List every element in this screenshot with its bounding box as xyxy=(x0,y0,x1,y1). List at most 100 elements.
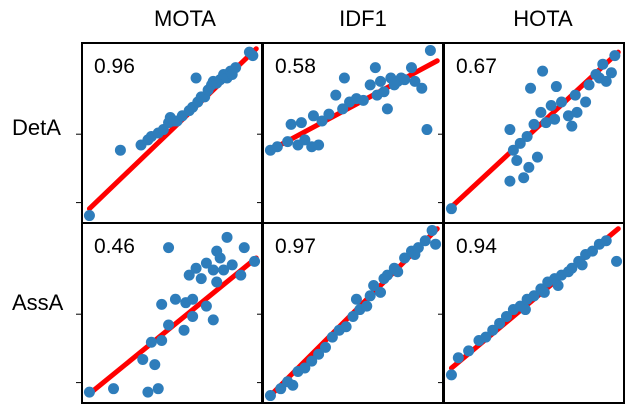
data-point-deta-hota-17 xyxy=(566,120,578,132)
data-point-assa-hota-13 xyxy=(538,286,550,298)
data-point-assa-hota-11 xyxy=(528,290,540,302)
data-point-deta-mota-29 xyxy=(190,72,202,84)
data-point-assa-hota-25 xyxy=(600,235,612,247)
data-point-deta-hota-26 xyxy=(605,67,617,79)
data-point-assa-mota-0 xyxy=(83,386,95,398)
data-point-assa-mota-12 xyxy=(187,293,199,305)
data-point-deta-hota-3 xyxy=(523,161,535,173)
correlation-label-deta-idf1: 0.58 xyxy=(275,55,316,78)
data-point-assa-idf1-1 xyxy=(275,383,287,395)
data-point-assa-hota-5 xyxy=(487,324,499,336)
data-point-deta-hota-10 xyxy=(528,118,540,130)
data-point-deta-hota-16 xyxy=(562,110,574,122)
data-point-assa-mota-28 xyxy=(163,242,175,254)
data-point-assa-hota-2 xyxy=(463,345,475,357)
data-point-assa-mota-22 xyxy=(235,269,247,281)
data-point-assa-mota-19 xyxy=(214,252,226,264)
data-point-assa-mota-16 xyxy=(200,257,212,269)
column-label-hota: HOTA xyxy=(513,6,573,31)
data-point-deta-hota-1 xyxy=(504,175,516,187)
data-point-deta-mota-28 xyxy=(247,50,259,62)
data-point-deta-idf1-1 xyxy=(271,141,283,153)
data-point-deta-idf1-17 xyxy=(364,79,376,91)
data-point-assa-idf1-25 xyxy=(412,242,424,254)
data-point-deta-idf1-28 xyxy=(409,75,421,87)
data-point-deta-hota-19 xyxy=(580,96,592,108)
data-point-assa-idf1-8 xyxy=(319,341,331,353)
data-point-assa-mota-7 xyxy=(156,335,168,347)
data-point-deta-hota-2 xyxy=(518,172,530,184)
data-point-deta-idf1-29 xyxy=(416,82,428,94)
data-point-assa-hota-1 xyxy=(452,352,464,364)
data-point-assa-mota-3 xyxy=(152,383,164,395)
data-point-deta-mota-26 xyxy=(230,62,242,74)
data-point-deta-hota-9 xyxy=(504,124,516,136)
data-point-assa-mota-9 xyxy=(156,298,168,310)
trend-line-deta-idf1 xyxy=(267,58,440,153)
data-point-assa-hota-21 xyxy=(576,259,588,271)
data-point-assa-mota-4 xyxy=(149,359,161,371)
data-point-deta-hota-18 xyxy=(571,106,583,118)
data-point-assa-mota-10 xyxy=(169,293,181,305)
correlation-label-deta-mota: 0.96 xyxy=(94,55,135,78)
data-point-assa-mota-5 xyxy=(137,353,149,365)
data-point-assa-idf1-21 xyxy=(392,266,404,278)
data-point-deta-idf1-19 xyxy=(375,75,387,87)
data-point-assa-idf1-0 xyxy=(264,390,276,402)
data-point-assa-idf1-6 xyxy=(306,355,318,367)
data-point-assa-idf1-11 xyxy=(340,321,352,333)
correlation-label-deta-hota: 0.67 xyxy=(456,55,497,78)
data-point-deta-idf1-4 xyxy=(299,134,311,146)
data-point-deta-hota-7 xyxy=(514,137,526,149)
data-point-assa-idf1-15 xyxy=(364,290,376,302)
data-point-assa-mota-30 xyxy=(221,231,233,243)
data-point-assa-idf1-14 xyxy=(361,300,373,312)
data-point-assa-mota-26 xyxy=(207,314,219,326)
data-point-assa-idf1-19 xyxy=(381,269,393,281)
panel-frame-assa-hota xyxy=(443,222,625,404)
data-point-deta-hota-4 xyxy=(531,151,543,163)
data-point-assa-mota-17 xyxy=(207,264,219,276)
data-point-deta-hota-14 xyxy=(545,99,557,111)
data-point-deta-idf1-9 xyxy=(307,110,319,122)
data-point-deta-idf1-2 xyxy=(282,136,294,148)
data-point-deta-mota-1 xyxy=(114,144,126,156)
data-point-assa-idf1-7 xyxy=(313,348,325,360)
data-point-deta-idf1-10 xyxy=(316,115,328,127)
row-label-deta: DetA xyxy=(12,115,61,140)
data-point-deta-idf1-33 xyxy=(338,72,350,84)
data-point-assa-idf1-27 xyxy=(426,224,438,236)
data-point-deta-hota-20 xyxy=(569,89,581,101)
data-point-assa-hota-4 xyxy=(480,331,492,343)
column-label-idf1: IDF1 xyxy=(339,6,387,31)
data-point-deta-idf1-12 xyxy=(330,89,342,101)
data-point-assa-idf1-3 xyxy=(287,379,299,391)
data-point-deta-hota-28 xyxy=(537,65,549,77)
data-point-deta-hota-27 xyxy=(609,50,621,62)
data-point-deta-idf1-31 xyxy=(424,44,436,56)
data-point-assa-mota-13 xyxy=(183,269,195,281)
data-point-deta-idf1-13 xyxy=(337,103,349,115)
data-point-deta-idf1-16 xyxy=(357,94,369,106)
data-point-deta-idf1-11 xyxy=(323,108,335,120)
data-point-assa-mota-15 xyxy=(195,273,207,285)
data-point-deta-hota-11 xyxy=(540,117,552,129)
data-point-deta-hota-29 xyxy=(525,82,537,94)
data-point-assa-mota-24 xyxy=(187,310,199,322)
data-point-deta-hota-24 xyxy=(597,58,609,70)
data-point-assa-hota-16 xyxy=(552,279,564,291)
data-point-assa-mota-29 xyxy=(249,255,261,267)
data-point-deta-idf1-21 xyxy=(381,103,393,115)
data-point-assa-idf1-12 xyxy=(347,310,359,322)
data-point-assa-hota-19 xyxy=(566,262,578,274)
correlation-label-assa-hota: 0.94 xyxy=(456,235,497,258)
data-point-assa-hota-26 xyxy=(611,255,623,267)
data-point-assa-mota-23 xyxy=(238,242,250,254)
data-point-assa-hota-27 xyxy=(519,304,531,316)
data-point-deta-hota-13 xyxy=(549,113,561,125)
data-point-deta-mota-0 xyxy=(83,210,95,222)
data-point-deta-idf1-20 xyxy=(378,86,390,98)
data-point-assa-mota-8 xyxy=(163,319,175,331)
data-point-assa-idf1-26 xyxy=(419,235,431,247)
